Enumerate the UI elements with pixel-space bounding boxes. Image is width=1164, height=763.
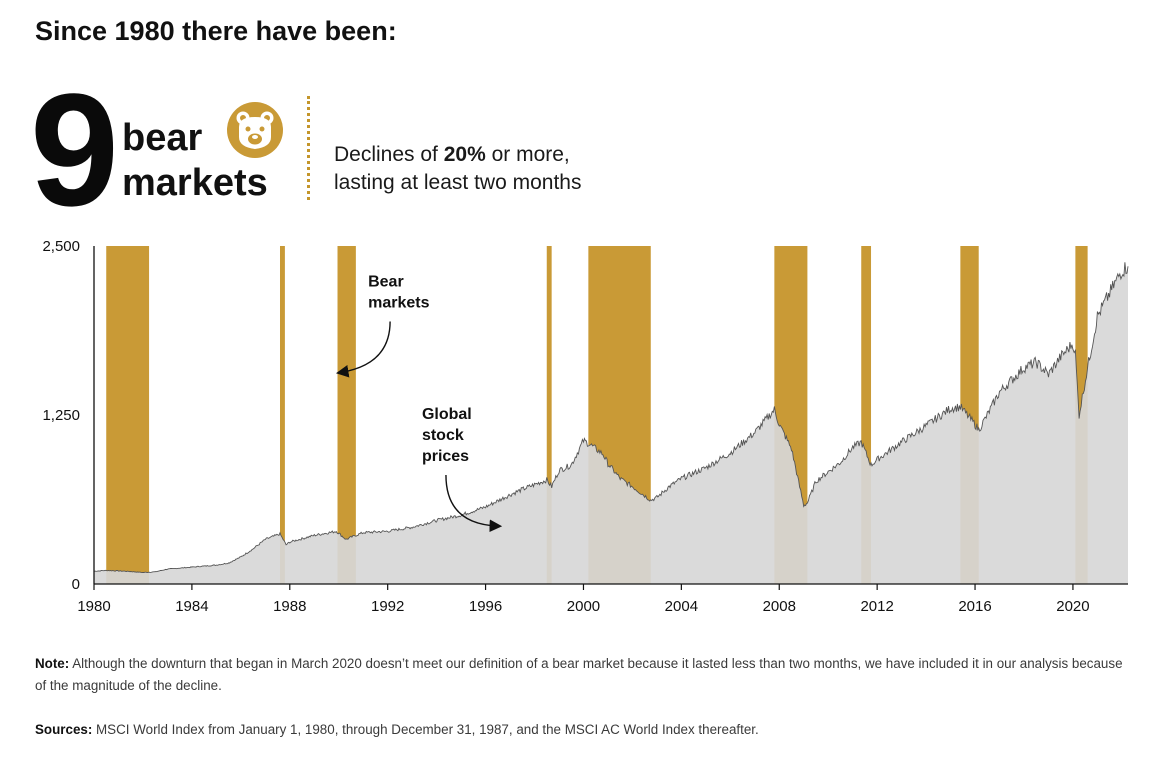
annotation-1-line-2: markets: [368, 295, 429, 312]
annotation-2-line-1: Global: [422, 406, 472, 423]
x-tick-label-1988: 1988: [273, 598, 306, 615]
bear-market-band-3: [337, 246, 356, 584]
annotation-2-line-2: stock: [422, 427, 464, 444]
footnote-sources: Sources: MSCI World Index from January 1…: [35, 719, 759, 741]
header-divider: [307, 96, 310, 200]
bear-market-band-7: [861, 246, 872, 584]
sources-label: Sources:: [35, 722, 93, 737]
bear-market-band-1: [106, 246, 150, 584]
stock-price-line: [93, 262, 1129, 574]
bear-market-count: 9: [30, 60, 119, 239]
x-tick-label-1984: 1984: [175, 598, 208, 615]
page-title: Since 1980 there have been:: [35, 16, 397, 46]
bear-label: bear: [122, 117, 203, 159]
x-tick-label-2008: 2008: [763, 598, 796, 615]
y-tick-label-1: 1,250: [42, 407, 80, 424]
footnote-note: Note: Although the downturn that began i…: [35, 653, 1135, 697]
stock-price-chart: 1980 1984 1988 1992 1996 2000 2004 2008 2012 2016…: [42, 238, 1129, 615]
bear-market-band-4: [546, 246, 552, 584]
x-tick-label-2004: 2004: [665, 598, 698, 615]
annotation-1-line-1: Bear: [368, 274, 404, 291]
x-tick-label-1992: 1992: [371, 598, 404, 615]
definition-line-1: Declines of 20% or more,: [334, 143, 570, 167]
y-tick-label-0: 0: [72, 576, 80, 593]
bear-icon: [227, 102, 283, 158]
x-tick-label-2012: 2012: [860, 598, 893, 615]
stock-price-area: [94, 262, 1128, 584]
definition-threshold: 20%: [443, 143, 486, 166]
note-text: Although the downturn that began in Marc…: [35, 656, 1123, 693]
bear-market-band-2: [279, 246, 285, 584]
x-tick-label-2016: 2016: [958, 598, 991, 615]
x-tick-label-2000: 2000: [567, 598, 600, 615]
x-tick-label-1996: 1996: [469, 598, 502, 615]
bear-markets-arrow: [335, 321, 391, 378]
stock-prices-arrow: [445, 475, 503, 533]
note-label: Note:: [35, 656, 70, 671]
sources-text: MSCI World Index from January 1, 1980, t…: [92, 722, 759, 737]
markets-label: markets: [122, 162, 268, 204]
annotation-2-line-3: prices: [422, 448, 469, 465]
definition-line-2: lasting at least two months: [334, 171, 582, 194]
definition-suffix: or more,: [485, 143, 570, 166]
y-tick-label-2: 2,500: [42, 238, 80, 255]
x-tick-label-2020: 2020: [1056, 598, 1089, 615]
definition-prefix: Declines of: [334, 143, 444, 166]
x-tick-label-1980: 1980: [77, 598, 110, 615]
